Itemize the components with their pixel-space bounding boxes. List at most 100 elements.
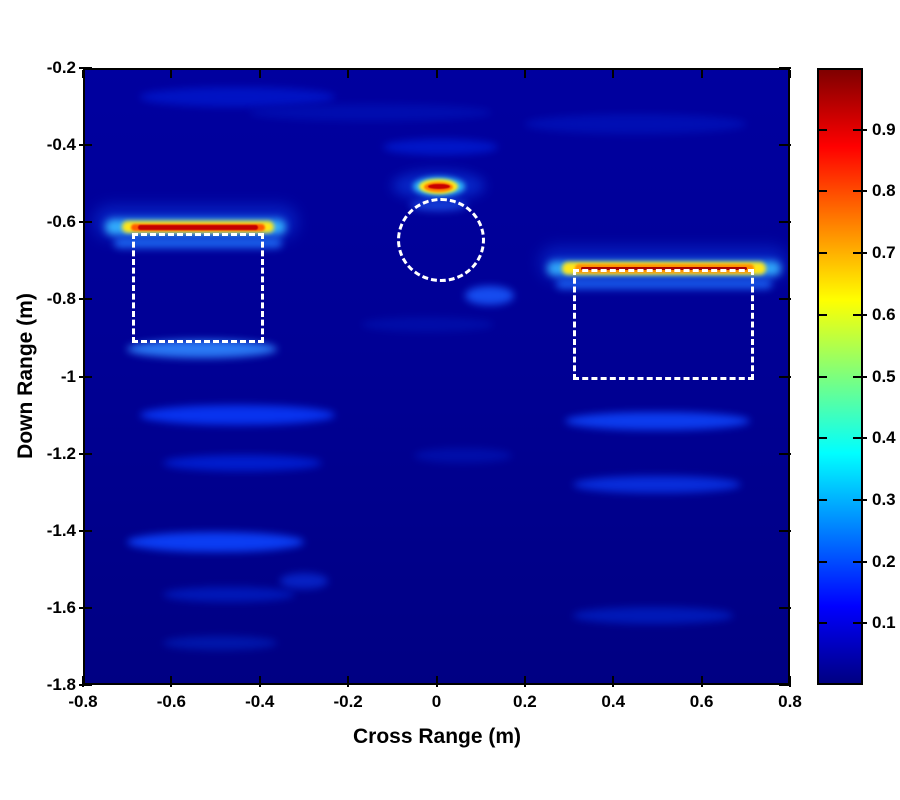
colorbar-tick-left <box>819 190 827 193</box>
y-tick-left <box>79 67 92 69</box>
colorbar-tick-right <box>853 313 867 316</box>
colorbar-tick-label: 0.8 <box>872 181 896 201</box>
noise-band <box>162 455 322 472</box>
y-tick-right <box>779 529 791 532</box>
colorbar-tick-right <box>853 560 867 563</box>
y-tick-label: -0.6 <box>46 212 76 232</box>
colorbar-tick-right <box>853 498 867 501</box>
colorbar-tick-right <box>853 252 867 255</box>
x-tick-bottom <box>612 676 615 687</box>
y-tick-label: -0.2 <box>46 58 76 77</box>
colorbar-tick-left <box>819 437 827 440</box>
y-tick-label: -1 <box>60 366 76 386</box>
noise-band <box>414 447 512 464</box>
y-tick-left <box>79 298 92 301</box>
x-tick-bottom <box>700 676 703 687</box>
noise-band <box>465 285 514 306</box>
colorbar-tick-label: 0.2 <box>872 551 896 571</box>
x-tick-top <box>789 70 791 78</box>
colorbar-tick-label: 0.3 <box>872 489 896 509</box>
target-response-layer <box>137 225 258 230</box>
noise-band <box>140 87 335 107</box>
x-tick-label: 0.4 <box>601 692 626 711</box>
target-response-layer <box>113 238 282 249</box>
ground-truth-center-circle <box>396 197 486 282</box>
noise-band <box>573 475 742 494</box>
colorbar-tick-left <box>819 498 827 501</box>
colorbar-tick-right <box>853 622 867 625</box>
y-tick-right <box>779 144 791 147</box>
colorbar-tick-label: 0.5 <box>872 366 896 386</box>
colorbar-tick-left <box>819 560 827 563</box>
colorbar-tick-right <box>853 375 867 378</box>
noise-band <box>162 586 296 603</box>
target-response-layer <box>427 183 450 190</box>
noise-band <box>140 405 335 426</box>
noise-band <box>127 532 304 553</box>
noise-band <box>524 114 746 134</box>
x-tick-label: 0.8 <box>778 692 802 711</box>
y-tick-left <box>79 684 92 686</box>
x-tick-bottom <box>347 676 350 687</box>
x-tick-top <box>700 70 703 78</box>
noise-band <box>564 411 751 431</box>
noise-band <box>361 316 494 333</box>
colorbar-tick-left <box>819 313 827 316</box>
y-tick-right <box>779 606 791 609</box>
y-tick-left <box>79 375 92 378</box>
colorbar-tick-right <box>853 437 867 440</box>
y-tick-left <box>79 606 92 609</box>
x-tick-bottom <box>789 676 791 687</box>
x-tick-bottom <box>435 676 438 687</box>
colorbar-tick-left <box>819 128 827 131</box>
x-tick-label: 0.6 <box>689 692 714 711</box>
colorbar-tick-right <box>853 190 867 193</box>
y-tick-left <box>79 221 92 224</box>
y-tick-left <box>79 144 92 147</box>
x-axis-title: Cross Range (m) <box>352 725 522 748</box>
x-tick-bottom <box>258 676 261 687</box>
x-tick-label: -0.2 <box>333 692 363 711</box>
y-tick-label: -0.8 <box>46 289 76 309</box>
y-tick-right <box>779 221 791 224</box>
colorbar-tick-left <box>819 252 827 255</box>
x-tick-top <box>258 70 261 78</box>
y-tick-right <box>779 684 791 686</box>
y-tick-right <box>779 67 791 69</box>
colorbar-tick-label: 0.7 <box>872 243 896 263</box>
y-tick-right <box>779 375 791 378</box>
colorbar-tick-label: 0.6 <box>872 304 896 324</box>
x-tick-label: -0.4 <box>245 692 275 711</box>
y-tick-right <box>779 298 791 301</box>
x-tick-top <box>347 70 350 78</box>
colorbar-tick-left <box>819 375 827 378</box>
x-tick-top <box>170 70 173 78</box>
colorbar-tick-label: 0.9 <box>872 119 896 139</box>
y-tick-label: -1.6 <box>46 597 76 617</box>
x-tick-top <box>82 70 84 78</box>
y-tick-label: -1.8 <box>46 675 76 694</box>
x-tick-label: 0 <box>431 692 442 711</box>
colorbar-tick-label: 0.1 <box>872 613 896 633</box>
x-tick-label: -0.8 <box>68 692 98 711</box>
target-response-layer <box>555 278 773 290</box>
x-tick-bottom <box>82 676 84 687</box>
x-tick-bottom <box>523 676 526 687</box>
x-tick-label: -0.6 <box>156 692 187 711</box>
y-tick-label: -1.2 <box>46 443 76 463</box>
noise-band <box>162 635 278 650</box>
x-tick-top <box>523 70 526 78</box>
x-tick-label: 0.2 <box>513 692 537 711</box>
y-tick-label: -1.4 <box>46 520 76 540</box>
y-tick-label: -0.4 <box>46 135 76 155</box>
y-tick-right <box>779 452 791 455</box>
noise-band <box>127 339 278 358</box>
noise-band <box>383 138 499 156</box>
colorbar-tick-label: 0.4 <box>872 428 896 448</box>
ground-truth-right-rect <box>573 268 754 381</box>
x-tick-top <box>612 70 615 78</box>
x-tick-bottom <box>170 676 173 687</box>
heatmap-plot-area <box>83 68 790 685</box>
noise-band <box>279 573 329 589</box>
